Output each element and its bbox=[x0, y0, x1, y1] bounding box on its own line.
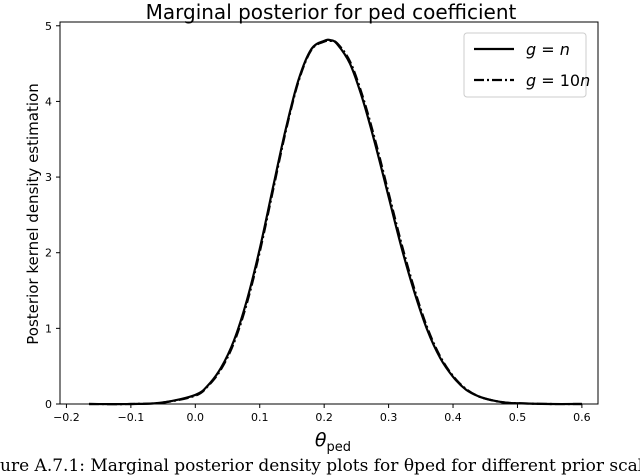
x-axis-label-subscript: ped bbox=[327, 440, 352, 455]
x-tick-label: 0.1 bbox=[251, 411, 269, 424]
y-axis: 0 1 2 3 4 5 bbox=[45, 20, 60, 411]
x-tick-label: 0.0 bbox=[187, 411, 205, 424]
plot-series-group bbox=[88, 38, 582, 406]
x-tick-label: −0.2 bbox=[53, 411, 80, 424]
figure-caption: ure A.7.1: Marginal posterior density pl… bbox=[0, 456, 640, 476]
legend-entry-g-n-operator: = bbox=[536, 40, 560, 59]
y-tick-label: 5 bbox=[45, 20, 52, 33]
x-tick-label: 0.5 bbox=[509, 411, 527, 424]
y-tick-label: 4 bbox=[45, 95, 52, 108]
x-tick-label: −0.1 bbox=[118, 411, 145, 424]
x-axis-label-symbol: θ bbox=[315, 429, 327, 451]
x-axis-label: θped bbox=[315, 429, 351, 455]
chart-title: Marginal posterior for ped coefficient bbox=[146, 0, 517, 24]
legend-entry-g-10n-operator: = 10 bbox=[536, 71, 580, 90]
y-tick-label: 3 bbox=[45, 171, 52, 184]
legend-entry-g-n-value: n bbox=[560, 40, 570, 59]
y-tick-label: 1 bbox=[45, 322, 52, 335]
y-tick-label: 2 bbox=[45, 247, 52, 260]
legend-entry-g-n: g = n bbox=[526, 40, 570, 59]
plot-frame bbox=[59, 21, 599, 405]
legend-entry-g-n-symbol: g bbox=[526, 40, 536, 59]
x-tick-label: 0.6 bbox=[573, 411, 591, 424]
legend-entry-g-10n-symbol: g bbox=[526, 71, 536, 90]
x-tick-label: 0.3 bbox=[380, 411, 398, 424]
legend: g = n g = 10n bbox=[463, 32, 590, 98]
x-tick-label: 0.4 bbox=[444, 411, 462, 424]
series-line-g-10n bbox=[88, 39, 582, 406]
legend-entry-g-10n-value: n bbox=[580, 71, 590, 90]
x-tick-label: 0.2 bbox=[315, 411, 333, 424]
y-axis-label: Posterior kernel density estimation bbox=[24, 83, 42, 344]
y-tick-label: 0 bbox=[45, 398, 52, 411]
legend-entry-g-10n: g = 10n bbox=[526, 71, 590, 90]
x-axis: −0.2 −0.1 0.0 0.1 0.2 0.3 0.4 0.5 0.6 bbox=[53, 404, 591, 424]
